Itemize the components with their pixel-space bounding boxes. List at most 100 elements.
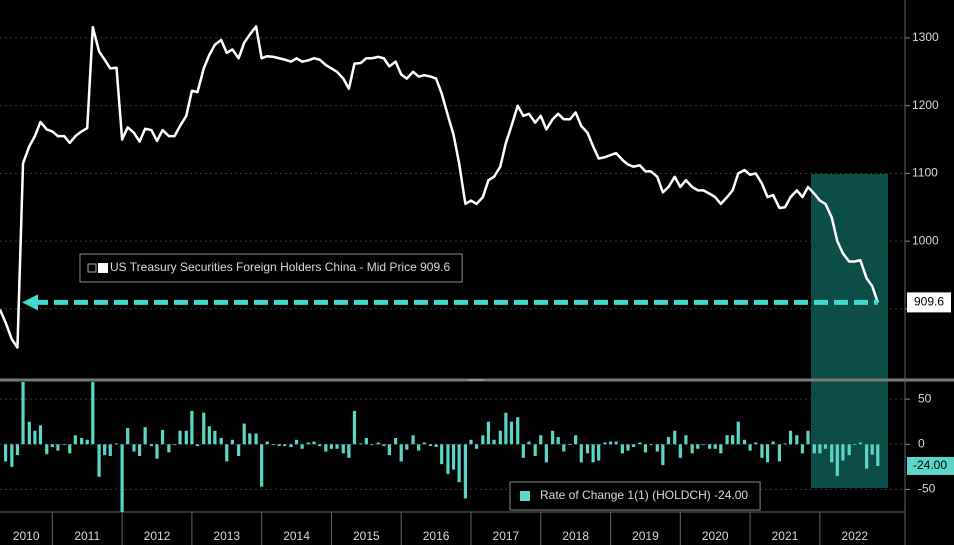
bar [539,435,543,445]
bar [620,444,625,454]
bar [103,444,107,456]
bar [823,444,828,449]
bar [690,444,694,454]
bar [754,442,758,445]
bar [33,430,37,445]
bar [626,444,630,451]
bar [219,437,223,445]
bar [736,421,740,445]
bar [574,435,578,445]
bar [608,441,613,445]
bar [155,444,159,459]
bar [335,444,339,449]
bar [45,444,49,455]
bar [132,444,136,452]
bar [579,444,583,463]
bar [585,444,590,454]
bar [213,430,217,445]
bar [167,444,171,453]
bar [149,444,154,447]
bar [551,430,555,445]
bar [835,444,839,476]
bar [277,444,281,447]
bar [364,437,368,445]
bar [411,435,415,445]
bar [260,444,264,487]
bar [777,444,782,462]
bar [73,435,77,445]
bar [370,444,374,446]
bar [725,435,729,445]
bar [556,437,560,445]
bar [15,444,20,456]
bar [376,442,380,445]
bar [841,444,845,461]
bar [230,439,234,445]
bar [655,444,659,452]
x-tick-label: 2011 [74,529,100,543]
bar [858,442,862,445]
x-tick-label: 2012 [144,529,171,543]
bar [847,444,851,456]
bar [504,412,508,445]
bar [521,444,525,458]
bar [38,425,43,445]
bar [50,444,54,447]
bar [788,430,793,445]
legend-swatch [520,491,530,501]
bar [713,444,717,449]
bar [184,430,188,445]
bar [800,444,805,454]
bar [114,443,119,445]
bar [666,437,671,445]
bar [405,444,409,450]
bar [591,444,595,463]
bar [446,444,450,475]
bar [742,439,747,445]
bar [347,444,351,458]
bar [631,444,636,447]
legend-label: US Treasury Securities Foreign Holders C… [110,260,450,274]
y-tick-label: 1000 [912,233,939,247]
bar [544,444,548,463]
x-tick-label: 2017 [493,529,520,543]
x-tick-label: 2010 [13,529,40,543]
bar [294,439,299,445]
bar [85,439,89,445]
bar [451,444,456,470]
bar [254,433,258,445]
bar [306,442,311,445]
y2-tick-label: -50 [918,482,936,496]
bar [614,441,618,445]
bar [434,444,438,447]
y2-tick-label: 0 [918,436,925,450]
bar [701,444,705,446]
top-plot [0,25,879,349]
bar [731,435,735,445]
bar [237,444,241,457]
bar [678,444,682,458]
last-value-label: -24.00 [913,458,947,472]
bar [853,444,857,446]
bar [317,444,322,447]
bar [27,421,31,445]
bar [312,441,316,445]
bar [486,421,491,445]
bar [865,444,869,469]
y2-tick-label: 50 [918,391,932,405]
bar [661,444,665,466]
legend-box [509,481,761,511]
bar [387,444,391,456]
bar [289,444,293,447]
bar [684,435,688,445]
bar [108,444,112,457]
bar [474,444,479,449]
bar [225,444,229,462]
bar [195,444,200,447]
bar [202,412,206,445]
x-tick-label: 2021 [772,529,799,543]
bar [91,382,95,445]
bar [760,444,764,458]
